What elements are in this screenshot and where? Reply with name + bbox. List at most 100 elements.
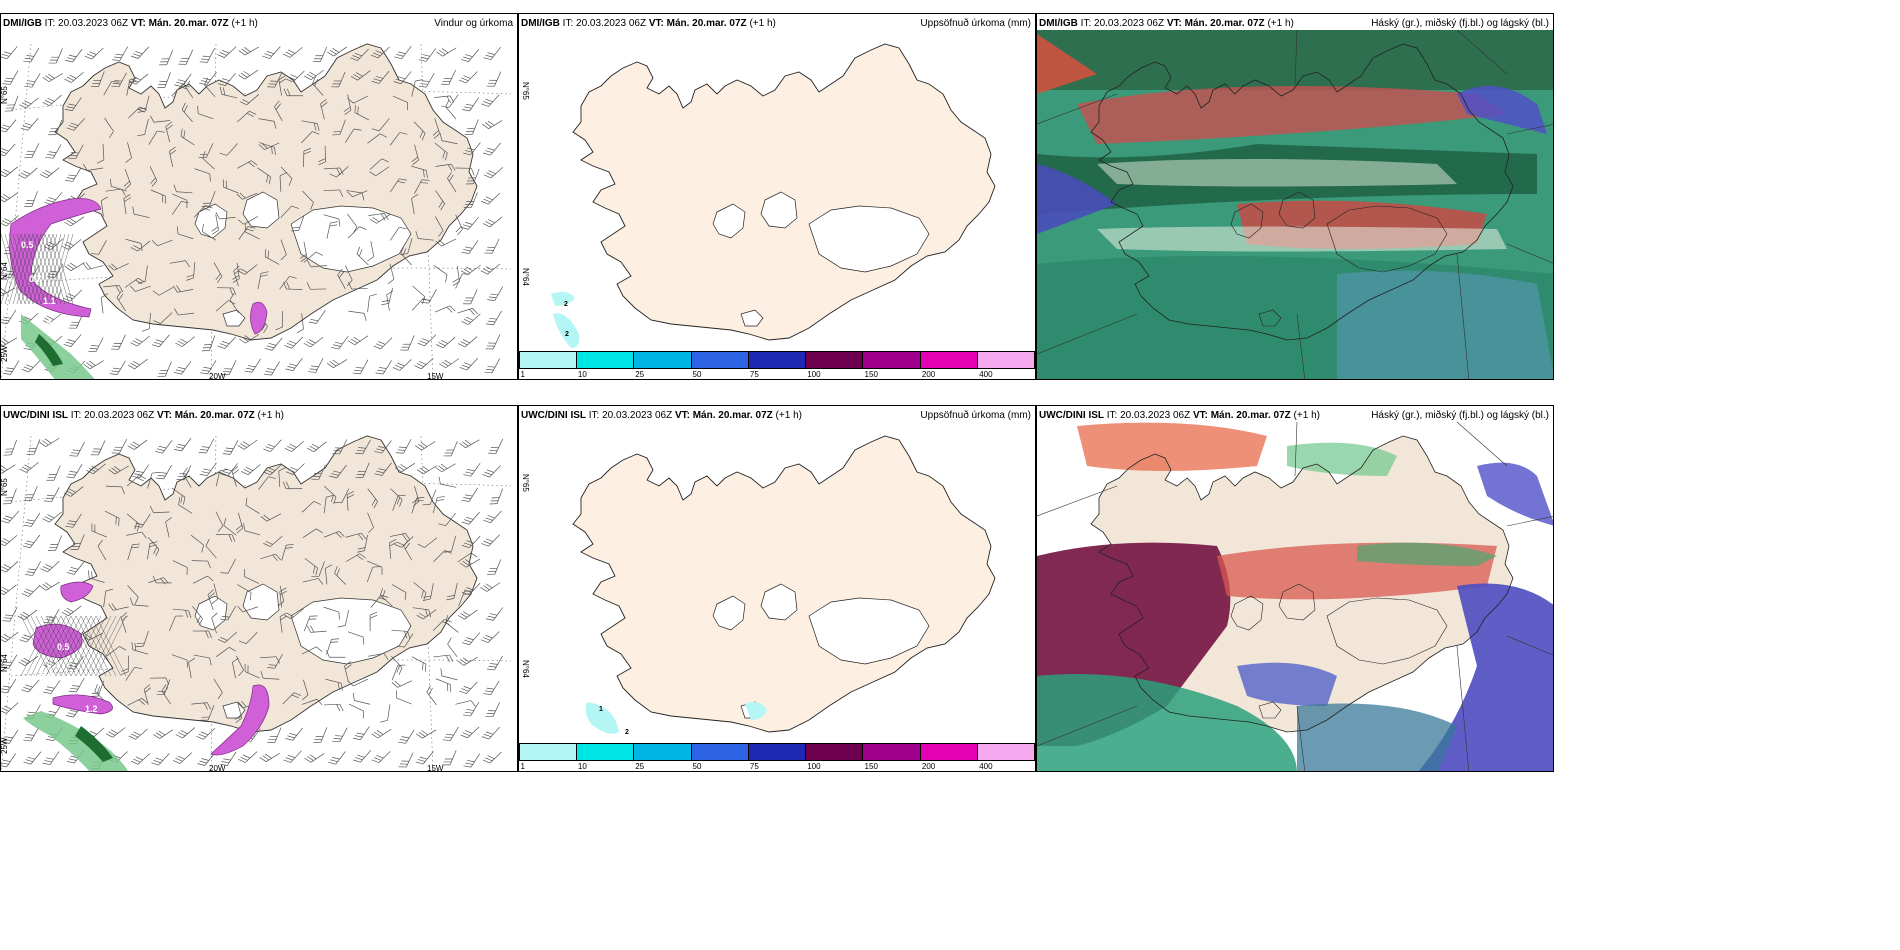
wind-barb	[1, 46, 18, 60]
wind-barb	[411, 144, 419, 166]
wind-barb	[84, 47, 104, 60]
init-time: IT: 20.03.2023 06Z	[1077, 18, 1167, 29]
wind-barb	[332, 727, 348, 743]
valid-time: VT: Mán. 20.mar. 07Z	[130, 18, 229, 29]
wind-barb	[128, 728, 148, 740]
glacier	[222, 701, 246, 719]
wind-barb	[127, 439, 148, 450]
init-time: IT: 20.03.2023 06Z	[68, 410, 157, 421]
glacier	[242, 191, 280, 229]
colorbar-tick-label: 75	[749, 370, 759, 379]
wind-barb	[150, 189, 167, 204]
wind-barb	[3, 360, 20, 375]
wind-barb	[24, 191, 38, 207]
glacier-outline	[1230, 203, 1264, 239]
wind-barb	[21, 679, 40, 693]
colorbar-swatch	[863, 352, 921, 368]
wind-barb	[1, 143, 16, 157]
wind-barb	[156, 679, 171, 696]
panel-clouds-dmi: DMI/IGB IT: 20.03.2023 06Z VT: Mán. 20.m…	[1036, 13, 1554, 380]
wind-barb	[126, 77, 138, 96]
wind-barb	[392, 584, 407, 601]
wind-barb	[205, 538, 217, 559]
panel-title: UWC/DINI ISL IT: 20.03.2023 06Z VT: Mán.…	[1039, 410, 1320, 421]
wind-barb	[66, 463, 83, 479]
wind-barb	[345, 128, 362, 143]
panel-title: UWC/DINI ISL IT: 20.03.2023 06Z VT: Mán.…	[3, 410, 284, 421]
accum-value-label: 2	[564, 301, 568, 308]
wind-barb	[151, 753, 170, 766]
wind-barb	[455, 167, 475, 176]
wind-barb	[284, 440, 305, 452]
wind-barb	[416, 729, 437, 739]
wind-barb	[173, 361, 192, 375]
wind-barb	[91, 523, 107, 538]
wind-barb	[345, 532, 367, 541]
wind-barb	[374, 462, 392, 476]
wind-barb	[1, 654, 18, 669]
wind-barb	[312, 46, 328, 63]
low-cloud	[1457, 86, 1547, 134]
precip-value-label: 0.4	[47, 660, 60, 670]
colorbar-tick-label: 150	[864, 370, 878, 379]
wind-barb	[193, 205, 213, 218]
wind-barb	[369, 214, 391, 224]
wind-barb	[96, 143, 105, 164]
wind-barb	[127, 358, 148, 370]
wind-barb	[284, 336, 304, 349]
wind-barb	[301, 698, 323, 706]
colorbar-tick-label: 200	[921, 370, 936, 379]
colorbar-tick-label: 150	[864, 762, 878, 771]
wind-barb	[284, 608, 304, 620]
wind-barb	[65, 48, 83, 63]
wind-barb	[396, 690, 412, 705]
wind-barb	[263, 439, 282, 452]
lead-time: (+1 h)	[228, 18, 258, 29]
wind-barb	[347, 282, 368, 290]
wind-barb	[61, 605, 82, 617]
wind-barb	[260, 553, 281, 562]
lead-time: (+1 h)	[1264, 18, 1294, 29]
wind-barb	[201, 224, 217, 241]
wind-barb	[312, 76, 324, 96]
wind-barb	[219, 751, 237, 766]
lead-time: (+1 h)	[746, 18, 776, 29]
wind-barb	[183, 77, 194, 99]
glacier	[194, 203, 228, 239]
iceland-land	[572, 435, 996, 733]
wind-barb	[267, 727, 282, 743]
colorbar-tick-label: 10	[577, 762, 587, 771]
colorbar-tick-label: 1	[520, 762, 525, 771]
wind-barb	[386, 290, 394, 311]
wind-barb	[88, 337, 104, 353]
wind-barb	[130, 335, 150, 347]
wind-barb	[157, 72, 171, 89]
glacier-outline	[1326, 205, 1448, 273]
colorbar-swatch	[977, 352, 1034, 368]
wind-barb	[391, 629, 411, 639]
precip-value-label: 0.7	[29, 274, 42, 284]
wind-barb	[489, 488, 503, 505]
high-cloud	[1297, 703, 1457, 771]
wind-barb	[257, 271, 269, 290]
wind-barb	[413, 582, 427, 600]
wind-barb	[151, 239, 173, 247]
low-cloud	[1237, 662, 1337, 706]
cloud-map	[1037, 421, 1553, 771]
magenta-precip	[52, 694, 113, 715]
wind-barb	[18, 655, 39, 667]
wind-barb	[280, 205, 299, 218]
glacier	[760, 583, 798, 621]
wind-barb	[434, 305, 456, 313]
wind-barb	[389, 226, 407, 241]
grid-lines	[1037, 29, 1553, 379]
wind-barb	[219, 143, 238, 156]
glacier-outline	[1258, 309, 1282, 327]
wind-barb	[236, 192, 258, 200]
wind-barb	[274, 100, 283, 121]
wind-barb	[2, 70, 19, 85]
wind-barb	[323, 485, 337, 505]
precip-value-label: 1.2	[85, 704, 98, 714]
wind-barb	[462, 97, 479, 112]
wind-barb	[301, 646, 323, 655]
